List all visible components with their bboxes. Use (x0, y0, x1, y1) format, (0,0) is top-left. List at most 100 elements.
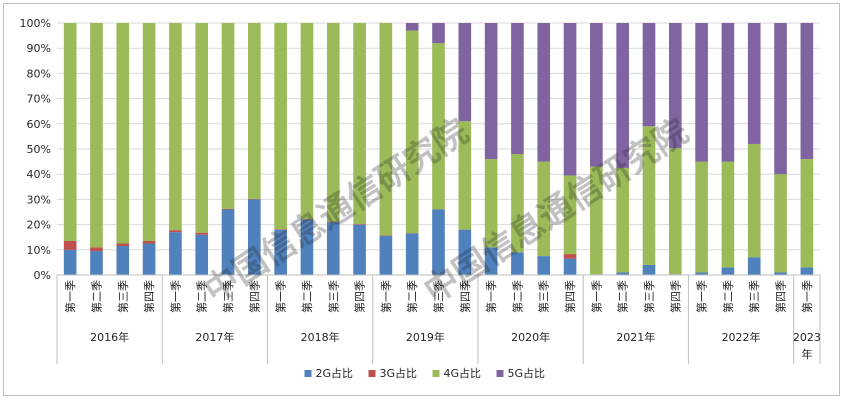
bar-segment (458, 121, 472, 230)
x-tick-label: 第四季 (458, 280, 472, 313)
y-tick-label: 90% (27, 42, 51, 55)
bars (63, 23, 814, 275)
bar-segment (458, 229, 472, 275)
legend-label: 4G占比 (444, 366, 482, 380)
x-group-label: 2019年 (406, 330, 445, 344)
stacked-bar-chart: 0%10%20%30%40%50%60%70%80%90%100% 第一季 第二季… (20, 17, 821, 380)
bar-segment (248, 199, 261, 275)
legend-swatch (304, 370, 312, 377)
bar-segment (63, 23, 77, 241)
x-tick-label: 第一季 (168, 280, 182, 313)
bar-segment (63, 249, 77, 275)
x-tick-label: 第四季 (353, 280, 367, 313)
bar-segment (248, 198, 261, 200)
bar-segment (537, 256, 551, 275)
bar-segment (800, 267, 814, 275)
bar-segment (800, 23, 814, 160)
bar-segment (169, 230, 182, 233)
bar-segment (195, 234, 209, 275)
y-tick-label: 100% (20, 17, 51, 30)
bar-segment (274, 23, 287, 230)
x-tick-label: 第四季 (563, 280, 577, 313)
x-tick-label: 第四季 (247, 280, 261, 313)
x-tick-label: 第一季 (484, 280, 498, 313)
x-group-label: 2018年 (301, 330, 340, 344)
bar-segment (326, 222, 340, 275)
bar-segment (221, 208, 235, 210)
y-tick-label: 70% (27, 93, 51, 106)
y-tick-label: 0% (34, 269, 51, 282)
bar-segment (353, 224, 366, 225)
bar-segment (326, 23, 340, 222)
bar-segment (90, 247, 103, 252)
legend: 2G占比 3G占比 4G占比 5G占比 (304, 366, 546, 380)
bar-segment (169, 232, 182, 275)
bar-segment (484, 23, 498, 160)
bar-segment (668, 23, 682, 149)
x-tick-label: 第一季 (274, 280, 288, 313)
bar-segment (537, 161, 551, 257)
legend-label: 5G占比 (508, 366, 546, 380)
x-group-label: 2017年 (195, 330, 234, 344)
x-tick-label: 第四季 (142, 280, 156, 313)
x-group-label: 2023 年 (793, 331, 821, 361)
x-tick-label: 第三季 (221, 280, 235, 313)
y-tick-label: 80% (27, 67, 51, 80)
bar-segment (90, 23, 103, 248)
x-tick-label: 第二季 (89, 280, 103, 313)
x-tick-label: 第四季 (668, 280, 682, 313)
bar-segment (142, 23, 156, 241)
bar-segment (353, 23, 366, 225)
bar-segment (616, 23, 629, 168)
bar-segment (721, 23, 735, 162)
x-tick-label: 第三季 (432, 280, 446, 313)
x-tick-label: 第三季 (747, 280, 761, 313)
x-tick-label: 第二季 (300, 280, 314, 313)
y-tick-label: 50% (27, 143, 51, 156)
bar-segment (747, 23, 761, 144)
bar-segment (169, 23, 182, 231)
y-axis: 0% 10% 20% 30% 40% 50% 60% 70% 80% 90% 100% (20, 17, 51, 282)
legend-swatch (496, 370, 504, 377)
bar-segment (616, 272, 629, 275)
x-tick-label: 第三季 (537, 280, 551, 313)
bar-segment (142, 243, 156, 275)
bar-segment (774, 272, 787, 275)
bar-segment (379, 23, 393, 236)
legend-swatch (368, 370, 376, 377)
bar-segment (432, 43, 445, 210)
bar-segment (300, 219, 314, 220)
x-tick-label: 第一季 (800, 280, 814, 313)
bar-segment (116, 243, 130, 247)
bar-segment (116, 246, 130, 275)
x-tick-label: 第一季 (695, 280, 709, 313)
x-tick-label: 第三季 (116, 280, 130, 313)
bar-segment (484, 247, 498, 275)
bar-segment (511, 252, 524, 275)
bar-segment (800, 159, 814, 268)
bar-segment (642, 264, 656, 275)
y-tick-label: 40% (27, 168, 51, 181)
x-tick-label: 第一季 (379, 280, 393, 313)
y-tick-label: 30% (27, 193, 51, 206)
x-tick-label: 第二季 (510, 280, 524, 313)
x-group-label: 2021年 (616, 330, 655, 344)
bar-segment (511, 154, 524, 253)
bar-segment (774, 23, 787, 175)
bar-segment (221, 23, 235, 209)
x-tick-label: 第一季 (63, 280, 77, 313)
bar-segment (563, 23, 577, 176)
bar-segment (405, 30, 419, 234)
bar-segment (563, 258, 577, 275)
x-axis: 第一季 第二季 第三季 第四季 第一季 第二季 第三季 第四季 第一季 第二季 第三季 第四季 第一季第… (56, 274, 821, 364)
bar-segment (695, 23, 708, 162)
y-tick-label: 60% (27, 118, 51, 131)
legend-label: 2G占比 (316, 366, 354, 380)
bar-segment (405, 233, 419, 275)
x-tick-label: 第二季 (721, 280, 735, 313)
bar-segment (563, 175, 577, 255)
x-group-label: 2022年 (722, 330, 761, 344)
bar-segment (142, 240, 156, 244)
bar-segment (563, 254, 577, 259)
bar-segment (195, 232, 209, 235)
